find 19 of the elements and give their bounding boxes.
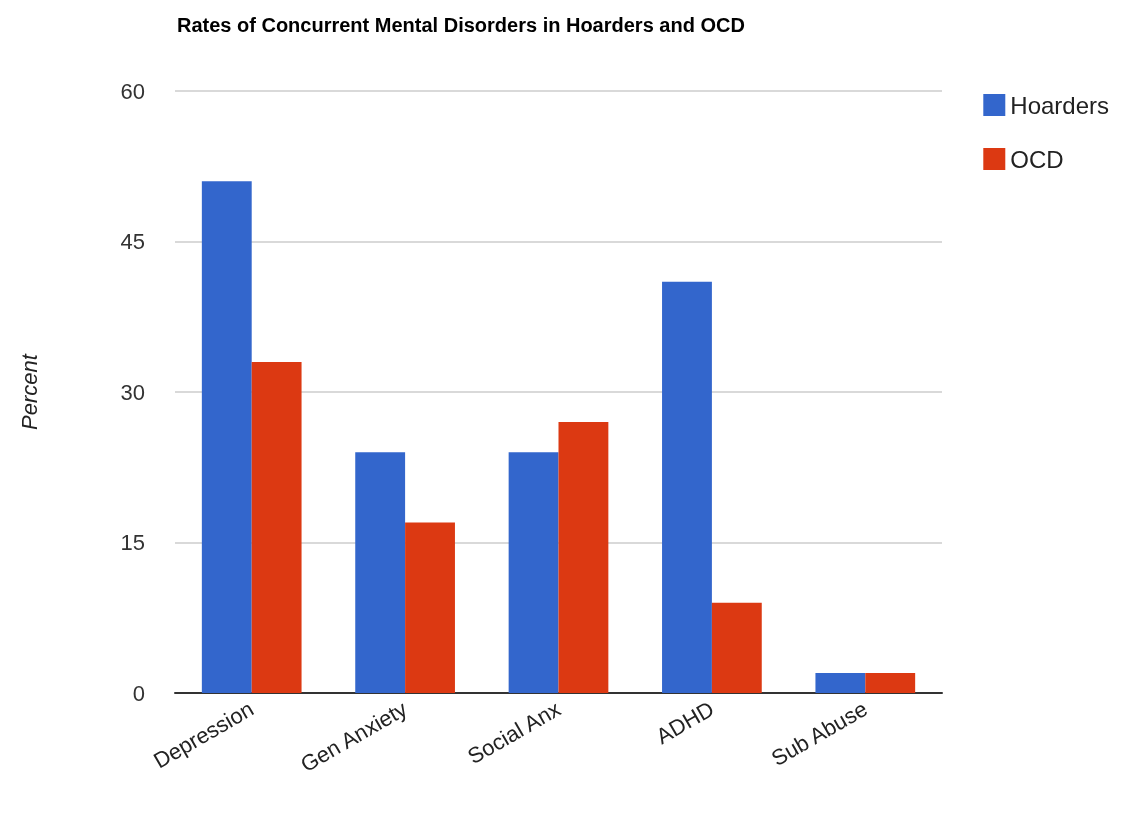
bar — [508, 452, 559, 693]
bar — [865, 672, 916, 693]
legend-label: Hoarders — [1010, 91, 1110, 119]
bar — [251, 361, 302, 693]
bar — [558, 422, 609, 693]
y-tick-label: 60 — [120, 78, 145, 104]
y-tick-label: 15 — [120, 530, 145, 555]
legend-label: OCD — [1010, 145, 1064, 173]
bar — [355, 452, 406, 693]
bar — [815, 672, 866, 693]
y-tick-label: 45 — [120, 229, 145, 254]
bar — [201, 181, 252, 693]
y-tick-label: 0 — [132, 680, 145, 706]
bar — [405, 522, 455, 693]
chart-title: Rates of Concurrent Mental Disorders in Hoarders and OCD — [177, 14, 745, 36]
y-tick-label: 30 — [120, 379, 145, 405]
bar — [662, 281, 712, 693]
y-axis-title: Percent — [16, 353, 42, 430]
bar — [711, 602, 762, 693]
